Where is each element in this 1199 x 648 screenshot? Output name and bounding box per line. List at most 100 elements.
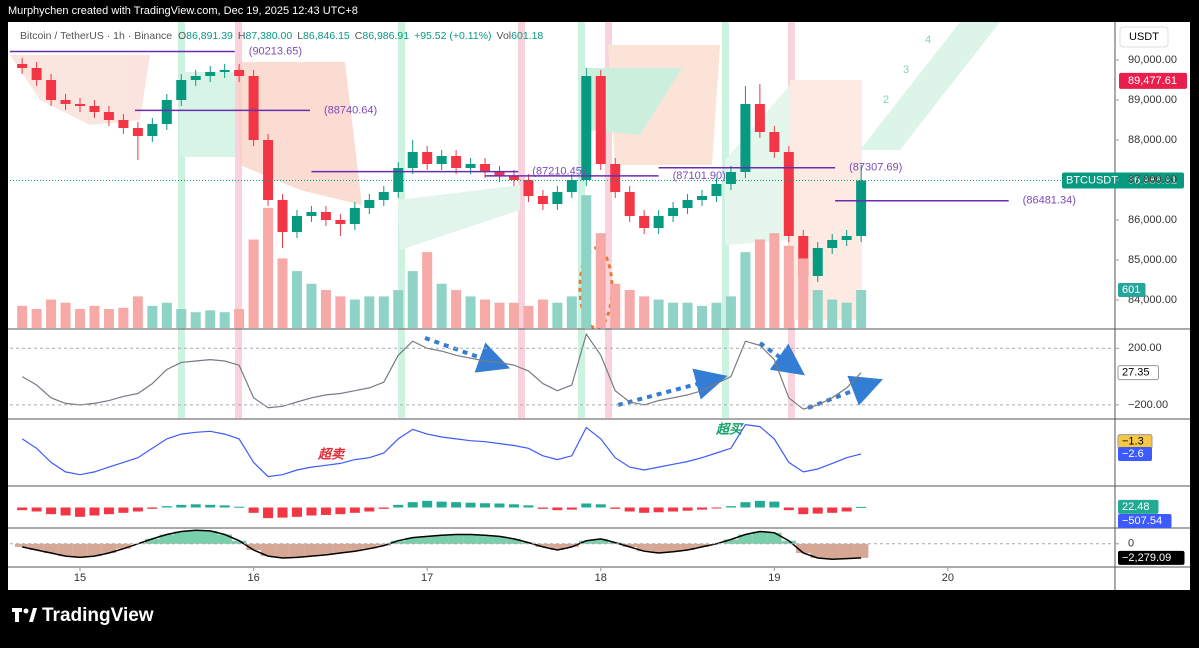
last-price-badge (1062, 172, 1184, 189)
candle-body (754, 104, 765, 132)
volume-bar (668, 302, 679, 328)
wave: 4 (925, 34, 931, 46)
volume-bar (176, 309, 187, 328)
candle-body (378, 192, 389, 200)
area-fill (796, 543, 811, 554)
candle-body (161, 100, 172, 124)
histogram-bar (60, 507, 71, 516)
candle-body (132, 128, 143, 136)
area-fill (145, 538, 160, 544)
price-marker-label: 89,477.61 (1128, 75, 1177, 87)
candle-body (291, 216, 302, 232)
histogram-bar (769, 501, 780, 508)
ohlc-value: 86,891.39 (186, 30, 233, 42)
volume-bar (812, 290, 823, 328)
histogram-bar (566, 507, 577, 510)
area-fill (174, 531, 189, 544)
candle-body (624, 192, 635, 216)
area-fill (333, 543, 348, 554)
candle-body (856, 180, 867, 236)
histogram-bar (537, 507, 548, 509)
histogram-bar (465, 502, 476, 508)
area-fill (853, 543, 869, 558)
histogram-bar (147, 507, 158, 509)
y-tick-label: 88,000.00 (1128, 134, 1177, 146)
volume-bar (263, 207, 274, 328)
histogram-bar (653, 507, 664, 513)
candle-body (537, 196, 548, 204)
candle-body (46, 80, 57, 100)
area-fill (463, 534, 478, 544)
volume-bar (378, 296, 389, 328)
histogram-bar (422, 500, 433, 508)
candle-body (103, 112, 114, 120)
histogram-bar (263, 507, 274, 519)
histogram-bar (277, 507, 288, 518)
overbought: 超买 (715, 421, 744, 436)
volume-bar (798, 258, 809, 328)
value-badge-label: −2.6 (1122, 448, 1144, 460)
last-price-label: 86,986.91 (1128, 174, 1177, 186)
value-badge-label: 22.48 (1122, 501, 1150, 513)
area-fill (72, 543, 88, 558)
value-badge (1117, 365, 1159, 381)
histogram-bar (378, 507, 389, 509)
indicator-line (21, 332, 862, 410)
x-tick-label: 15 (74, 572, 86, 584)
histogram-bar (451, 502, 462, 508)
candle-body (118, 120, 129, 128)
histogram-bar (219, 505, 230, 508)
area-fill (550, 543, 565, 550)
histogram-bar (234, 506, 245, 508)
histogram-bar (624, 507, 635, 512)
volume-bar (711, 302, 722, 328)
histogram-bar (291, 507, 302, 517)
candle-body (595, 76, 606, 164)
value-badge (1118, 282, 1146, 297)
area-fill (159, 534, 175, 544)
histogram-bar (306, 507, 317, 516)
candle-body (508, 176, 519, 180)
symbol: Bitcoin / TetherUS · 1h · Binance (20, 30, 172, 42)
candle-body (320, 212, 331, 220)
area-fill (29, 543, 44, 550)
volume-bar (89, 305, 100, 328)
wave: 3 (903, 64, 909, 76)
volume-bar (624, 290, 635, 328)
histogram-bar (494, 503, 505, 508)
histogram-bar (725, 506, 736, 508)
y-tick-label: −200.00 (1128, 399, 1168, 411)
y-tick-label: 0 (1128, 538, 1134, 550)
histogram-bar (856, 506, 867, 508)
histogram-bar (783, 507, 794, 511)
volume-bar (335, 296, 346, 328)
histogram-bar (31, 507, 42, 512)
volume-bar (46, 299, 57, 328)
oversold: 超卖 (317, 446, 346, 461)
volume-bar (407, 271, 418, 328)
credit: Murphychen created with TradingView.com,… (8, 5, 358, 17)
area-fill (767, 532, 782, 544)
value-badge-label: 27.35 (1122, 367, 1150, 379)
candle-body (566, 180, 577, 192)
histogram-bar (595, 504, 606, 508)
volume-bar (639, 296, 650, 328)
histogram-bar (75, 507, 86, 517)
area-fill (14, 543, 30, 547)
histogram-bar (827, 507, 838, 513)
brand: TradingView (42, 605, 154, 626)
candle-body (494, 172, 505, 176)
candle-body (147, 124, 158, 136)
volume-bar (234, 309, 245, 328)
histogram-bar (682, 507, 693, 511)
area-fill (738, 534, 753, 544)
area-fill (43, 543, 59, 554)
area-fill (477, 535, 493, 544)
volume-bar (132, 296, 143, 328)
wave: 2 (883, 94, 889, 106)
value-badge (1118, 499, 1159, 514)
area-fill (593, 538, 608, 544)
value-badge-label: −1.3 (1122, 436, 1144, 448)
candle-body (335, 220, 346, 224)
